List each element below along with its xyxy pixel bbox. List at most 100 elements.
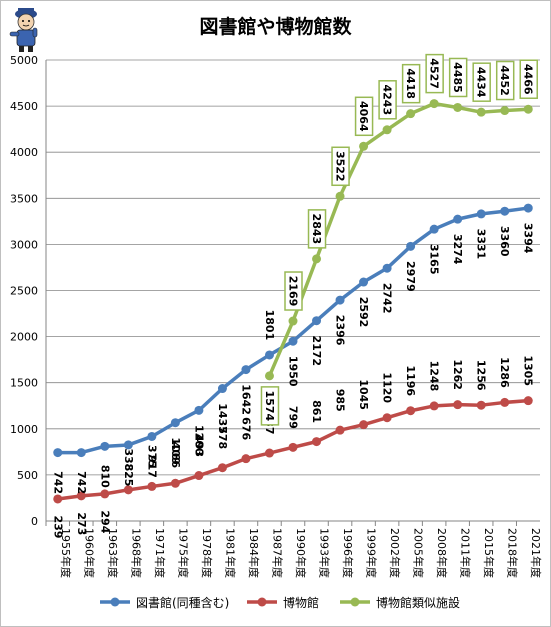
y-tick-label: 4000 <box>10 146 38 159</box>
legend-swatch-marker <box>110 597 120 607</box>
x-tick-label: 2018年度 <box>506 528 520 578</box>
data-label-similar-box <box>284 271 303 311</box>
data-label-museum: 1045 <box>357 379 370 410</box>
data-point-0 <box>382 263 392 273</box>
x-tick-label: 1955年度 <box>59 528 73 578</box>
data-label-library: 742 <box>75 471 88 494</box>
data-label-similar: 4527 <box>428 58 441 89</box>
y-tick-label: 4500 <box>10 100 38 113</box>
data-label-library: 2979 <box>404 261 417 292</box>
data-label-museum: 375 <box>145 445 158 468</box>
data-label-library: 810 <box>98 465 111 488</box>
data-point-0 <box>194 405 204 415</box>
data-label-library: 1950 <box>287 356 300 387</box>
data-point-0 <box>123 440 133 450</box>
x-tick-label: 2011年度 <box>459 528 473 578</box>
legend-label: 図書館(同種含む) <box>136 595 229 610</box>
y-tick-label: 500 <box>17 469 38 482</box>
x-tick-label: 2005年度 <box>412 528 426 578</box>
data-label-museum: 1196 <box>404 365 417 396</box>
data-point-0 <box>288 336 298 346</box>
data-label-library: 2742 <box>381 283 394 314</box>
data-label-similar-box <box>519 59 538 99</box>
data-label-museum: 799 <box>287 406 300 429</box>
data-label-similar-box <box>401 63 421 104</box>
data-point-2 <box>429 99 439 109</box>
chart-title: 図書館や博物館数 <box>199 16 352 38</box>
data-label-library: 3331 <box>475 229 488 260</box>
y-tick-label: 1000 <box>10 423 38 436</box>
data-label-library: 2172 <box>310 335 323 366</box>
data-label-museum: 1248 <box>428 361 441 392</box>
data-point-2 <box>382 125 392 135</box>
data-label-museum: 1256 <box>475 360 488 391</box>
data-label-library: 1066 <box>169 437 182 468</box>
legend-label: 博物館 <box>283 595 319 610</box>
data-label-museum: 578 <box>216 426 229 449</box>
data-point-0 <box>335 295 345 305</box>
x-tick-label: 1963年度 <box>106 528 120 578</box>
data-label-similar: 4452 <box>498 65 511 96</box>
data-point-1 <box>288 442 298 452</box>
data-point-1 <box>53 494 63 504</box>
data-point-2 <box>359 141 369 151</box>
data-point-0 <box>53 448 63 458</box>
data-point-2 <box>288 316 298 326</box>
y-tick-label: 2000 <box>10 331 38 344</box>
data-label-library: 3360 <box>498 226 511 257</box>
legend-label: 博物館類似施設 <box>376 595 460 610</box>
data-point-1 <box>264 448 274 458</box>
legend-swatch-marker <box>350 597 360 607</box>
data-point-0 <box>359 277 369 287</box>
data-label-similar-box <box>354 96 374 137</box>
data-label-museum: 294 <box>98 510 111 533</box>
x-tick-label: 2002年度 <box>388 528 402 578</box>
data-label-library: 1642 <box>239 384 252 415</box>
data-label-museum: 985 <box>334 389 347 412</box>
data-label-museum: 239 <box>51 515 64 538</box>
x-tick-label: 1987年度 <box>270 528 284 578</box>
y-tick-label: 2500 <box>10 285 38 298</box>
data-point-1 <box>100 489 110 499</box>
data-point-0 <box>170 418 180 428</box>
data-point-0 <box>100 441 110 451</box>
data-label-similar: 4243 <box>381 84 394 115</box>
y-tick-label: 1500 <box>10 377 38 390</box>
data-label-museum: 1262 <box>451 359 464 390</box>
data-point-0 <box>523 203 533 213</box>
x-tick-label: 1984年度 <box>247 528 261 578</box>
data-point-2 <box>335 191 345 201</box>
data-point-2 <box>523 104 533 114</box>
x-tick-label: 1971年度 <box>153 528 167 578</box>
data-label-library: 1437 <box>216 403 229 434</box>
data-point-0 <box>429 224 439 234</box>
data-point-0 <box>76 448 86 458</box>
data-point-1 <box>359 420 369 430</box>
x-tick-label: 1968年度 <box>129 528 143 578</box>
data-point-0 <box>147 431 157 441</box>
data-label-museum: 493 <box>192 434 205 457</box>
data-label-similar: 4418 <box>404 68 417 99</box>
data-label-library: 3165 <box>428 244 441 275</box>
data-label-similar: 4064 <box>357 101 370 132</box>
data-label-similar-box <box>448 57 468 98</box>
data-point-0 <box>476 209 486 219</box>
legend-swatch-marker <box>257 597 267 607</box>
data-label-similar-box <box>307 209 327 249</box>
data-point-1 <box>429 401 439 411</box>
data-point-1 <box>406 406 416 416</box>
data-label-library: 825 <box>122 463 135 486</box>
data-point-1 <box>217 463 227 473</box>
data-point-1 <box>194 471 204 481</box>
data-label-similar: 4485 <box>451 62 464 93</box>
data-label-similar-box <box>260 386 280 426</box>
x-tick-label: 1960年度 <box>82 528 96 578</box>
data-point-1 <box>382 413 392 423</box>
data-label-similar-box <box>425 53 444 94</box>
x-tick-label: 2021年度 <box>529 528 543 578</box>
data-label-library: 1801 <box>263 310 276 341</box>
x-tick-label: 1990年度 <box>294 528 308 578</box>
data-point-1 <box>453 400 463 410</box>
data-label-museum: 1305 <box>522 355 535 386</box>
